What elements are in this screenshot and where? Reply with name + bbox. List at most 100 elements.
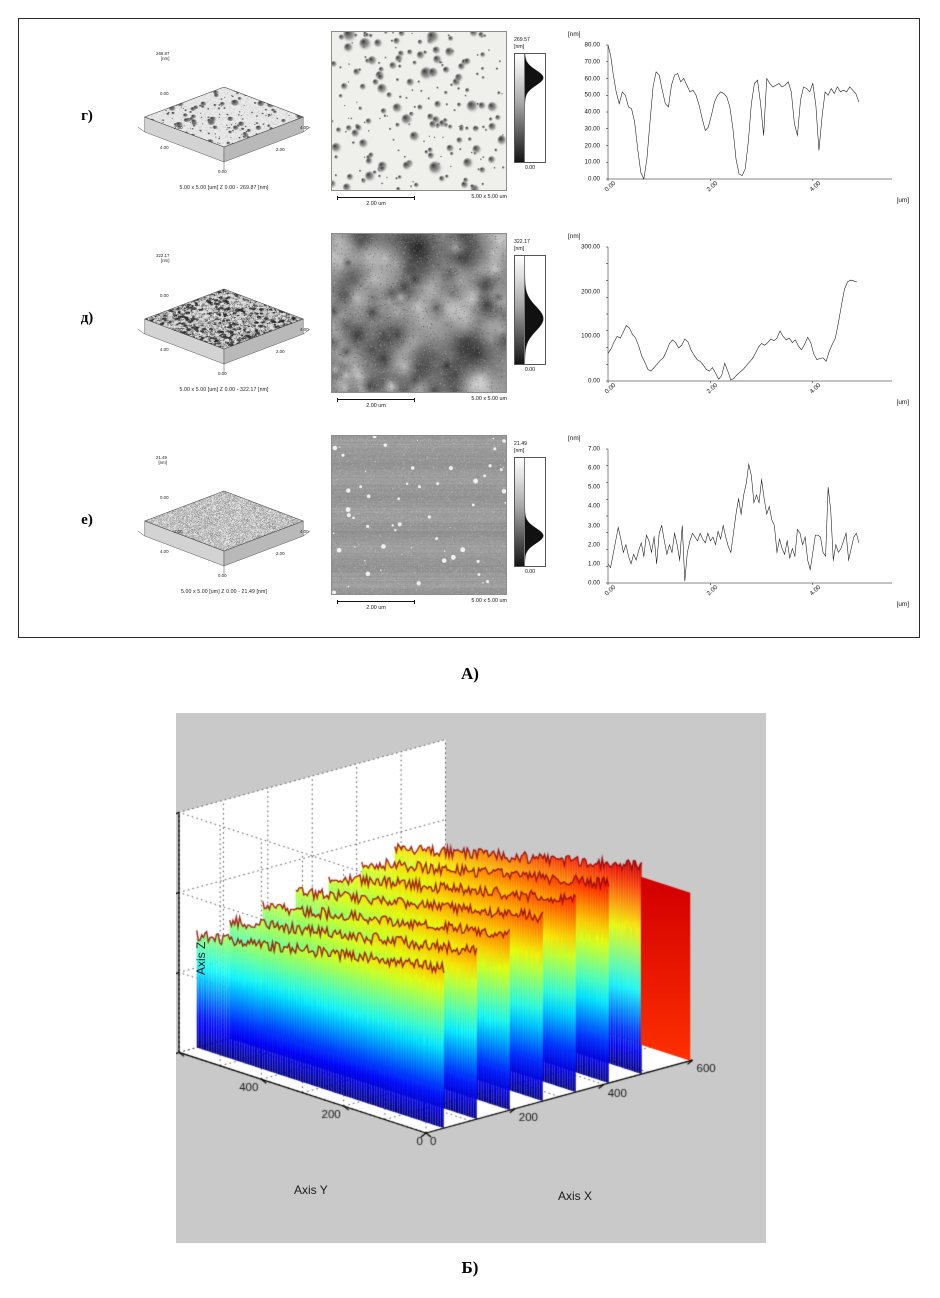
afm-colorbar-1: 322.17 [nm] 0.00 <box>514 239 548 389</box>
profile-y-tick-2-4: 3.00 <box>587 522 600 530</box>
afm-scalebar-2 <box>337 600 415 604</box>
afm-scalebar-tick-left-2 <box>337 600 339 604</box>
afm-scalebar-label-2: 2.00 um <box>366 605 386 611</box>
topography-caption-1: 5.00 x 5.00 [um] Z 0.00 - 322.17 [nm] <box>179 387 269 393</box>
afm-scalebar-label-1: 2.00 um <box>366 403 386 409</box>
topography-z-scale-0: 269.87 [nm] <box>156 51 169 61</box>
afm-colorbar-max-0: 269.57 <box>514 37 530 43</box>
afm-colorbar-2: 21.49 [nm] 0.00 <box>514 441 548 591</box>
topography-tick-origin-2: 0.00 <box>218 573 227 578</box>
profile-y-tick-2-0: 7.00 <box>587 445 600 453</box>
line-profile-2: [nm][um]7.006.005.004.003.002.001.000.00… <box>564 435 909 610</box>
afm-colorbar-gradient-1 <box>515 256 524 364</box>
afm-colorbar-top-0: 269.57 [nm] <box>514 37 548 50</box>
afm-colorbar-gradient-2 <box>515 458 524 566</box>
topography-z-unit-1: [nm] <box>160 258 170 264</box>
afm-scalebar-line-1 <box>337 399 415 401</box>
topography-tick-x1-1: 2.00 <box>276 349 285 354</box>
afm-colorbar-min-2: 0.00 <box>524 569 536 575</box>
afm-colorbar-0: 269.57 [nm] 0.00 <box>514 37 548 187</box>
surface-axis-y-label: Axis Y <box>294 1183 328 1197</box>
topography-tick-y1-2: 2.00 <box>174 529 183 534</box>
profile-y-tick-0-4: 40.00 <box>584 108 600 116</box>
afm-scan-1: 2.00 um 5.00 x 5.00 um <box>331 233 507 409</box>
topography-tick-origin-1: 0.00 <box>218 371 227 376</box>
afm-scan-size-label-1: 5.00 x 5.00 um <box>471 396 507 402</box>
panel-a-afm-figure: г) 269.87 [nm] 0.00 2.00 4.00 0.00 2.00 4.00 5.00… <box>18 18 920 638</box>
profile-y-tick-0-7: 10.00 <box>584 158 600 166</box>
topography-tick-y0-2: 4.00 <box>160 549 169 554</box>
afm-scan-canvas-2 <box>331 435 507 595</box>
surface-axis-z-label: Axis Z <box>194 941 208 975</box>
profile-y-tick-2-3: 4.00 <box>587 502 600 510</box>
afm-histogram-canvas-0 <box>525 54 545 162</box>
line-profile-0: [nm][um]80.0070.0060.0050.0040.0030.0020… <box>564 31 909 206</box>
afm-scalebar-tick-right-2 <box>413 600 415 604</box>
afm-scalebar-line-2 <box>337 601 415 603</box>
topography-z-unit-2: [nm] <box>158 460 167 466</box>
profile-y-tick-0-5: 30.00 <box>584 125 600 133</box>
afm-colorbar-unit-0: [nm] <box>514 43 525 50</box>
surface-axis-x-label: Axis X <box>558 1189 593 1203</box>
afm-scalebar-tick-left-0 <box>337 196 339 200</box>
afm-scalebar-tick-left-1 <box>337 398 339 402</box>
profile-y-tick-1-3: 0.00 <box>587 377 600 385</box>
panel-b-letter: Б) <box>461 1258 479 1277</box>
afm-colorbar-box-2 <box>514 457 546 567</box>
profile-y-tick-2-7: 0.00 <box>587 579 600 587</box>
topography-canvas-2 <box>114 437 334 587</box>
afm-colorbar-box-1 <box>514 255 546 365</box>
topography-tick-y0-1: 4.00 <box>160 347 169 352</box>
topography-z-max-1: 322.17 <box>156 253 170 258</box>
topography-tick-x2-1: 4.00 <box>300 327 309 332</box>
topography-tick-origin-0: 0.00 <box>218 169 227 174</box>
surface-plot-canvas <box>176 713 766 1243</box>
topography-z-max-2: 21.49 <box>156 455 167 460</box>
afm-row-е: е) 21.49 [nm] 0.00 2.00 4.00 0.00 2.00 4.00 5.00 … <box>19 427 919 627</box>
topography-tick-y1-1: 2.00 <box>174 327 183 332</box>
profile-y-tick-1-1: 200.00 <box>581 288 600 296</box>
afm-scalebar-tick-right-1 <box>413 398 415 402</box>
topography-caption-0: 5.00 x 5.00 [um] Z 0.00 - 269.87 [nm] <box>179 185 269 191</box>
line-profile-1: [nm][um]300.00200.00100.000.000.002.004.… <box>564 233 909 408</box>
profile-y-tick-0-1: 70.00 <box>584 58 600 66</box>
topography-z-scale-1: 322.17 [nm] <box>156 253 169 263</box>
profile-y-tick-0-0: 80.00 <box>584 41 600 49</box>
topography-z-max-0: 269.87 <box>156 51 170 56</box>
topography-canvas-1 <box>114 235 334 385</box>
afm-colorbar-top-2: 21.49 [nm] <box>514 441 548 454</box>
row-label-1: д) <box>80 310 94 326</box>
afm-scan-size-label-2: 5.00 x 5.00 um <box>471 598 507 604</box>
afm-colorbar-histogram-0 <box>524 54 545 162</box>
afm-row-д: д) 322.17 [nm] 0.00 2.00 4.00 0.00 2.00 4.00 5.00… <box>19 225 919 425</box>
topography-z-scale-2: 21.49 [nm] <box>156 455 167 465</box>
afm-colorbar-min-1: 0.00 <box>524 367 536 373</box>
afm-scalebar-line-0 <box>337 197 415 199</box>
afm-scan-2: 2.00 um 5.00 x 5.00 um <box>331 435 507 611</box>
profile-y-tick-0-2: 60.00 <box>584 75 600 82</box>
topography-tick-x1-2: 2.00 <box>276 551 285 556</box>
afm-scan-canvas-0 <box>331 31 507 191</box>
afm-colorbar-histogram-1 <box>524 256 545 364</box>
topography-caption-2: 5.00 x 5.00 [um] Z 0.00 - 21.49 [nm] <box>180 589 268 595</box>
profile-y-tick-2-6: 1.00 <box>587 560 600 568</box>
afm-colorbar-max-1: 322.17 <box>514 239 530 245</box>
afm-colorbar-unit-2: [nm] <box>514 447 525 454</box>
afm-colorbar-top-1: 322.17 [nm] <box>514 239 548 252</box>
afm-colorbar-max-2: 21.49 <box>514 441 527 447</box>
topography-z-min-1: 0.00 <box>160 293 169 298</box>
profile-y-tick-1-0: 300.00 <box>581 243 600 251</box>
profile-canvas-2 <box>564 435 909 610</box>
topography-3d-2: 21.49 [nm] 0.00 2.00 4.00 0.00 2.00 4.00 5.00 x … <box>114 437 334 612</box>
afm-colorbar-gradient-0 <box>515 54 524 162</box>
row-label-0: г) <box>81 108 93 124</box>
afm-scan-size-label-0: 5.00 x 5.00 um <box>471 194 507 200</box>
afm-histogram-canvas-1 <box>525 256 545 364</box>
afm-scan-0: 2.00 um 5.00 x 5.00 um <box>331 31 507 207</box>
topography-z-min-2: 0.00 <box>160 495 169 500</box>
afm-histogram-canvas-2 <box>525 458 545 566</box>
topography-3d-0: 269.87 [nm] 0.00 2.00 4.00 0.00 2.00 4.00 5.00 x… <box>114 33 334 208</box>
profile-y-tick-0-3: 50.00 <box>584 91 600 99</box>
profile-canvas-0 <box>564 31 909 206</box>
panel-a-letter: А) <box>461 664 479 683</box>
